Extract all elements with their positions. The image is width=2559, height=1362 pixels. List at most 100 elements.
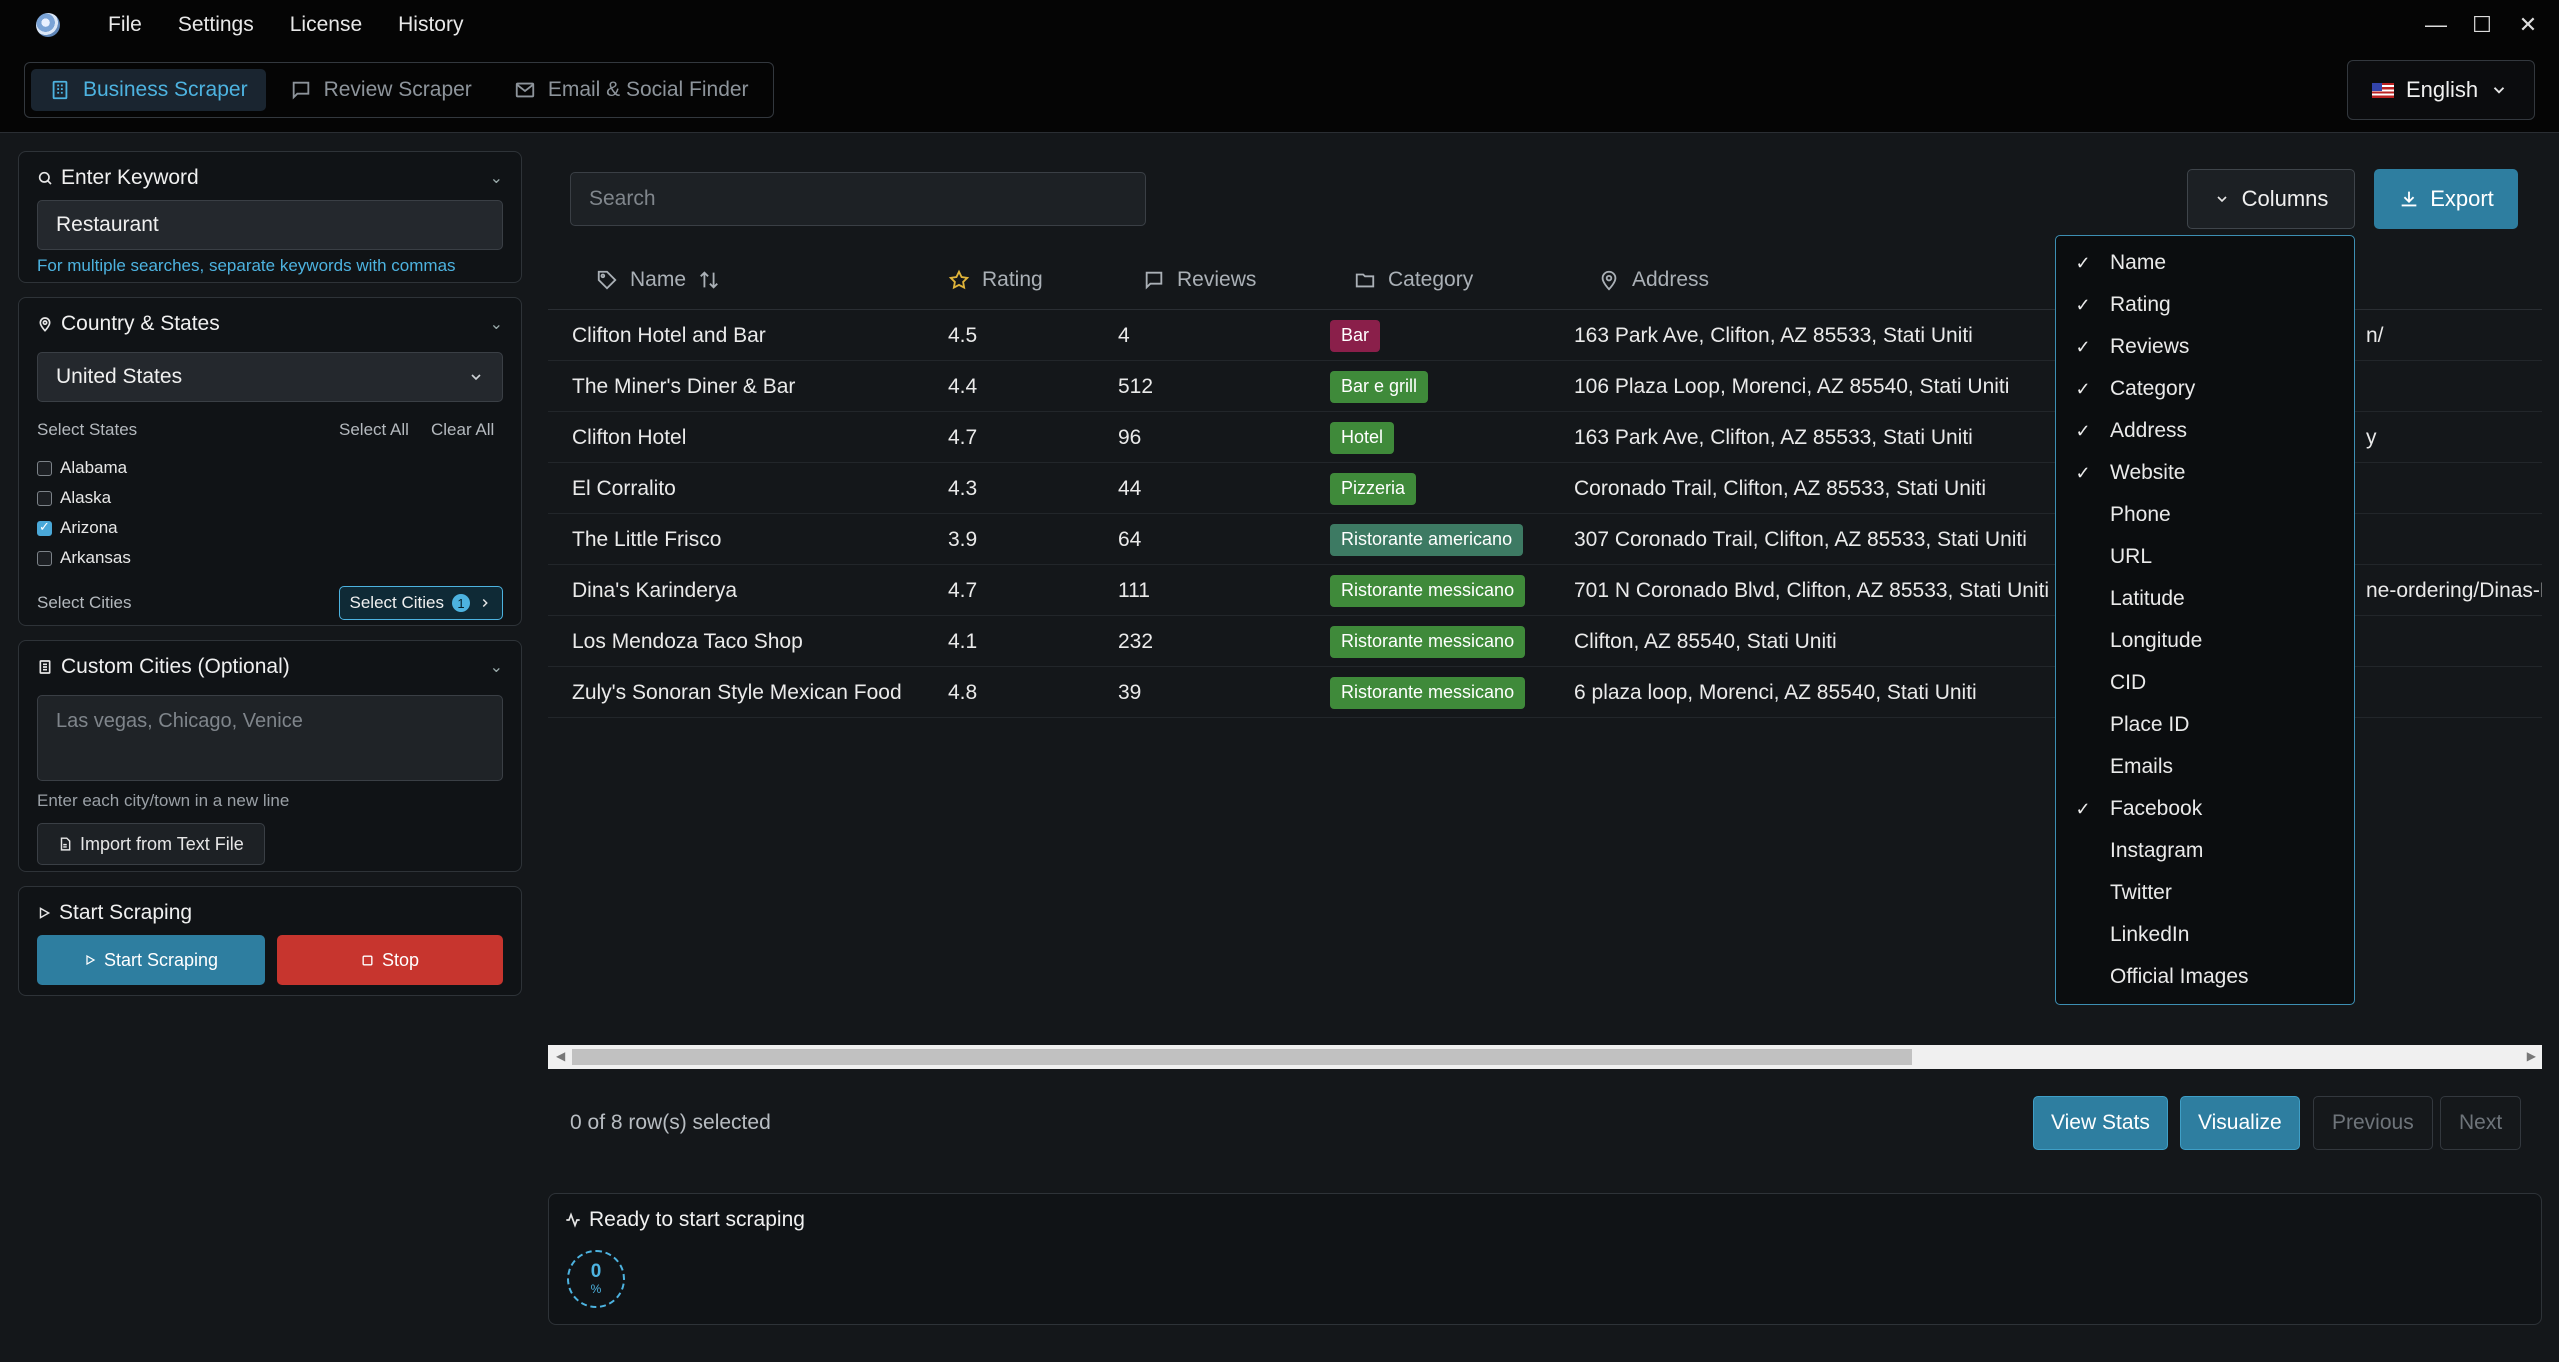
table-row[interactable]: Clifton Hotel and Bar 4.5 4 Bar 163 Park Ave…	[548, 310, 2542, 361]
select-cities-button-label: Select Cities	[349, 593, 444, 612]
view-stats-button[interactable]: View Stats	[2033, 1096, 2168, 1150]
tab-review-scraper[interactable]: Review Scraper	[272, 69, 490, 111]
tab-business-scraper[interactable]: Business Scraper	[31, 69, 266, 111]
clear-all-button[interactable]: Clear All	[431, 420, 495, 439]
cell-address: 163 Park Ave, Clifton, AZ 85533, Stati U…	[1574, 323, 1973, 347]
category-badge: Pizzeria	[1330, 472, 1417, 505]
table-row[interactable]: Clifton Hotel 4.7 96 Hotel 163 Park Ave, Cli…	[548, 412, 2542, 463]
table-row[interactable]: Zuly's Sonoran Style Mexican Food 4.8 39 Ri…	[548, 667, 2542, 718]
column-toggle-website[interactable]: ✓ Website	[2056, 452, 2354, 494]
columns-button[interactable]: Columns	[2187, 169, 2355, 229]
status-title: Ready to start scraping	[565, 1208, 805, 1232]
table-row[interactable]: The Little Frisco 3.9 64 Ristorante america…	[548, 514, 2542, 565]
chevron-down-icon: ⌄	[489, 170, 503, 187]
country-panel-header[interactable]: Country & States ⌄	[37, 310, 503, 338]
checkbox[interactable]	[37, 550, 52, 566]
column-toggle-cid[interactable]: CID	[2056, 662, 2354, 704]
check-icon: ✓	[2075, 798, 2091, 819]
maximize-button[interactable]: ☐	[2472, 12, 2492, 37]
menu-history[interactable]: History	[398, 13, 464, 36]
cell-address: Clifton, AZ 85540, Stati Uniti	[1574, 629, 1837, 653]
column-toggle-official-images[interactable]: Official Images	[2056, 956, 2354, 998]
check-icon: ✓	[2075, 294, 2091, 315]
sort-icon[interactable]	[698, 269, 720, 291]
cell-reviews: 64	[1118, 527, 1142, 551]
stop-button[interactable]: Stop	[277, 935, 503, 985]
column-header-category[interactable]: Category	[1354, 268, 1473, 292]
column-header-reviews[interactable]: Reviews	[1143, 268, 1256, 292]
column-toggle-twitter[interactable]: Twitter	[2056, 872, 2354, 914]
column-toggle-phone[interactable]: Phone	[2056, 494, 2354, 536]
category-badge: Ristorante messicano	[1330, 676, 1526, 709]
scroll-right-icon[interactable]: ▶	[2526, 1049, 2536, 1063]
folder-icon	[1355, 273, 1375, 287]
table-row[interactable]: The Miner's Diner & Bar 4.4 512 Bar e grill…	[548, 361, 2542, 412]
state-item-arizona[interactable]: Arizona	[37, 518, 118, 538]
column-toggle-longitude[interactable]: Longitude	[2056, 620, 2354, 662]
select-all-button[interactable]: Select All	[339, 420, 409, 439]
column-toggle-facebook[interactable]: ✓ Facebook	[2056, 788, 2354, 830]
column-toggle-url[interactable]: URL	[2056, 536, 2354, 578]
scrollbar-thumb[interactable]	[572, 1049, 1912, 1065]
column-header-address[interactable]: Address	[1598, 268, 1709, 292]
cell-rating: 3.9	[948, 527, 978, 551]
cell-category: Hotel	[1330, 412, 1395, 463]
country-value: United States	[56, 365, 183, 388]
scroll-left-icon[interactable]: ◀	[556, 1049, 566, 1063]
start-label: Start Scraping	[103, 949, 219, 970]
cities-count-badge: 1	[452, 594, 470, 612]
column-toggle-reviews[interactable]: ✓ Reviews	[2056, 326, 2354, 368]
start-scraping-button[interactable]: Start Scraping	[37, 935, 265, 985]
keyword-input[interactable]: Restaurant	[37, 200, 503, 250]
keyword-panel-header[interactable]: Enter Keyword ⌄	[37, 164, 503, 192]
column-toggle-rating[interactable]: ✓ Rating	[2056, 284, 2354, 326]
column-toggle-linkedin[interactable]: LinkedIn	[2056, 914, 2354, 956]
column-toggle-instagram[interactable]: Instagram	[2056, 830, 2354, 872]
column-toggle-category[interactable]: ✓ Category	[2056, 368, 2354, 410]
column-toggle-label: Website	[2110, 461, 2186, 484]
horizontal-scrollbar[interactable]: ◀ ▶	[548, 1045, 2542, 1069]
table-row[interactable]: Dina's Karinderya 4.7 111 Ristorante messic…	[548, 565, 2542, 616]
column-toggle-name[interactable]: ✓ Name	[2056, 242, 2354, 284]
column-toggle-label: Address	[2110, 419, 2188, 442]
import-text-file-button[interactable]: Import from Text File	[37, 823, 265, 865]
cell-rating: 4.3	[948, 476, 978, 500]
custom-cities-header[interactable]: Custom Cities (Optional) ⌄	[37, 653, 503, 681]
checkbox[interactable]	[37, 490, 52, 506]
cell-category: Ristorante messicano	[1330, 616, 1526, 667]
minimize-button[interactable]: —	[2425, 12, 2447, 37]
header-label: Name	[630, 267, 687, 291]
cell-rating: 4.1	[948, 629, 978, 653]
menu-license[interactable]: License	[289, 13, 363, 36]
country-select[interactable]: United States	[37, 352, 503, 402]
state-item-arkansas[interactable]: Arkansas	[37, 548, 131, 568]
table-row[interactable]: Los Mendoza Taco Shop 4.1 232 Ristorante me…	[548, 616, 2542, 667]
column-toggle-latitude[interactable]: Latitude	[2056, 578, 2354, 620]
cell-reviews: 96	[1118, 425, 1142, 449]
column-toggle-emails[interactable]: Emails	[2056, 746, 2354, 788]
checkbox[interactable]	[37, 519, 52, 536]
language-select[interactable]: English	[2347, 60, 2535, 120]
close-button[interactable]: ✕	[2518, 12, 2538, 37]
column-header-name[interactable]: Name	[596, 268, 720, 292]
language-label: English	[2406, 77, 2479, 102]
state-label: Arkansas	[60, 548, 131, 567]
state-item-alaska[interactable]: Alaska	[37, 488, 111, 508]
export-button[interactable]: Export	[2374, 169, 2518, 229]
table-row[interactable]: El Corralito 4.3 44 Pizzeria Coronado Trail,…	[548, 463, 2542, 514]
select-cities-button[interactable]: Select Cities 1	[338, 586, 503, 620]
next-button[interactable]: Next	[2440, 1096, 2522, 1150]
search-input[interactable]: Search	[570, 172, 1146, 226]
column-toggle-place-id[interactable]: Place ID	[2056, 704, 2354, 746]
tab-email-social-finder[interactable]: Email & Social Finder	[496, 69, 767, 111]
column-header-rating[interactable]: Rating	[948, 268, 1043, 292]
previous-button[interactable]: Previous	[2313, 1096, 2433, 1150]
state-label: Alaska	[60, 488, 112, 507]
state-item-alabama[interactable]: Alabama	[37, 458, 127, 478]
visualize-button[interactable]: Visualize	[2180, 1096, 2300, 1150]
menu-settings[interactable]: Settings	[177, 13, 254, 36]
checkbox[interactable]	[37, 460, 52, 476]
menu-file[interactable]: File	[108, 13, 142, 36]
column-toggle-address[interactable]: ✓ Address	[2056, 410, 2354, 452]
custom-cities-textarea[interactable]: Las vegas, Chicago, Venice	[37, 695, 503, 781]
